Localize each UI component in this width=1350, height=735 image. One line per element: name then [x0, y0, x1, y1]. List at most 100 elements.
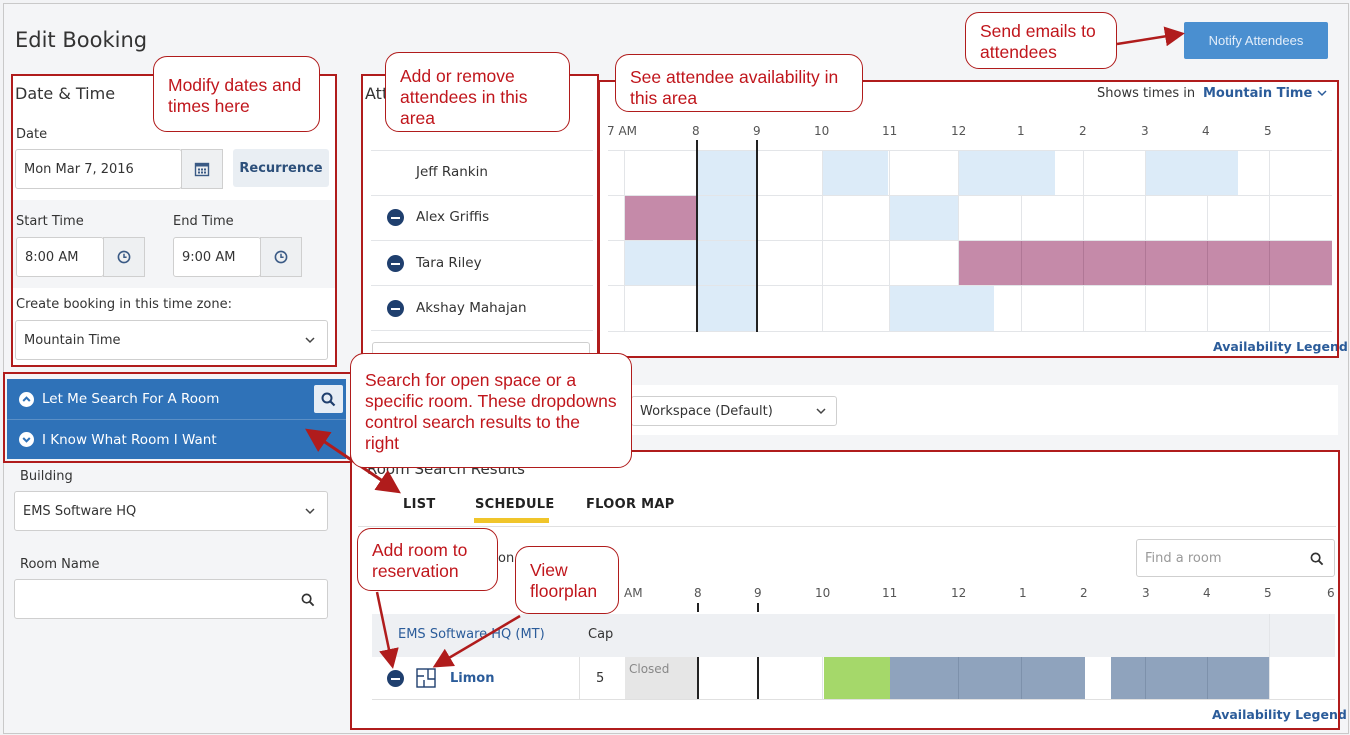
hour-label: 8	[694, 586, 702, 600]
room-search-button[interactable]	[314, 385, 343, 413]
availability-block	[890, 286, 994, 331]
hour-label: 3	[1141, 124, 1149, 138]
availability-legend-link[interactable]: Availability Legend	[1213, 339, 1348, 354]
tab-schedule[interactable]: SCHEDULE	[475, 497, 555, 512]
room-name-input[interactable]	[14, 579, 328, 619]
booked-block	[1111, 657, 1269, 699]
callout-add-room: Add room to reservation	[357, 528, 498, 591]
partial-label: on	[498, 551, 515, 566]
callout-send-emails: Send emails to attendees	[965, 12, 1117, 69]
available-block[interactable]	[824, 657, 890, 699]
date-label: Date	[16, 127, 48, 142]
add-room-button[interactable]	[387, 670, 404, 687]
grid-line	[608, 285, 1332, 286]
find-room-input[interactable]: Find a room	[1136, 539, 1335, 577]
busy-block	[625, 196, 696, 240]
floorplan-button[interactable]	[416, 668, 436, 692]
notify-attendees-button[interactable]: Notify Attendees	[1184, 22, 1328, 59]
availability-block	[625, 241, 696, 285]
grid-line	[1021, 657, 1022, 699]
calendar-button[interactable]	[181, 149, 223, 189]
attendee-divider	[371, 240, 593, 241]
hour-label: 4	[1203, 586, 1211, 600]
tab-floor-map[interactable]: FLOOR MAP	[586, 497, 675, 512]
attendee-name: Jeff Rankin	[416, 164, 488, 180]
end-time-input[interactable]: 9:00 AM	[173, 237, 261, 277]
attendee-name: Akshay Mahajan	[416, 300, 527, 316]
minus-circle-icon[interactable]	[387, 300, 404, 317]
callout-search-room: Search for open space or a specific room…	[350, 353, 632, 468]
calendar-icon	[194, 162, 210, 177]
hour-label: 7 AM	[607, 124, 638, 138]
page-title: Edit Booking	[15, 28, 148, 52]
selection-start-line	[697, 657, 699, 699]
hour-label: 2	[1079, 124, 1087, 138]
grid-line	[1207, 657, 1208, 699]
start-time-label: Start Time	[16, 214, 84, 229]
find-room-placeholder: Find a room	[1145, 550, 1222, 566]
attendee-name: Tara Riley	[416, 255, 482, 271]
room-name-link[interactable]: Limon	[450, 671, 495, 686]
availability-block	[697, 241, 756, 285]
hour-label: 11	[882, 124, 898, 138]
availability-block	[697, 196, 756, 240]
grid-line	[1207, 241, 1208, 285]
availability-block	[1146, 151, 1238, 195]
let-me-search-band[interactable]: Let Me Search For A Room	[7, 379, 346, 419]
selection-tick	[697, 603, 699, 612]
grid-line	[608, 195, 1332, 196]
callout-add-remove-attendees: Add or remove attendees in this area	[385, 52, 570, 132]
grid-line	[1145, 657, 1146, 699]
search-icon	[301, 593, 315, 607]
attendee-name: Alex Griffis	[416, 209, 490, 225]
chevron-down-icon	[816, 408, 826, 415]
hour-label: 1	[1017, 124, 1025, 138]
start-time-picker-button[interactable]	[103, 237, 145, 277]
grid-line	[608, 240, 1332, 241]
group-header-row	[372, 614, 1335, 657]
chevron-down-icon	[305, 508, 315, 515]
timezone-select[interactable]: Mountain Time	[15, 320, 328, 360]
grid-line	[1083, 241, 1084, 285]
selection-end-line[interactable]	[756, 140, 758, 332]
floorplan-icon	[416, 668, 436, 688]
date-input[interactable]: Mon Mar 7, 2016	[15, 149, 182, 189]
minus-circle-icon[interactable]	[387, 209, 404, 226]
row-divider	[372, 699, 1335, 700]
hour-label: 10	[814, 124, 830, 138]
tab-list[interactable]: LIST	[403, 497, 436, 512]
group-name-link[interactable]: EMS Software HQ (MT)	[398, 627, 545, 642]
hour-label: 9	[753, 124, 761, 138]
recurrence-button[interactable]: Recurrence	[233, 149, 329, 187]
timezone-dropdown-value: Mountain Time	[1203, 86, 1313, 101]
grid-line	[958, 657, 959, 699]
hour-label: 12	[951, 124, 967, 138]
closed-block	[625, 657, 697, 699]
availability-highlight	[598, 80, 1339, 358]
building-label: Building	[20, 469, 73, 484]
closed-label: Closed	[629, 662, 670, 676]
grid-line	[889, 150, 890, 332]
attendee-divider	[371, 195, 593, 196]
timezone-dropdown[interactable]: Mountain Time	[1203, 86, 1327, 101]
i-know-room-label: I Know What Room I Want	[42, 431, 217, 448]
hour-label: 9	[754, 586, 762, 600]
setup-type-select[interactable]: Workspace (Default)	[631, 396, 837, 426]
selection-start-line[interactable]	[696, 140, 698, 332]
hour-label: 5	[1264, 124, 1272, 138]
results-legend-link[interactable]: Availability Legend	[1212, 707, 1347, 722]
i-know-room-band[interactable]: I Know What Room I Want	[7, 420, 346, 459]
results-highlight	[350, 450, 1340, 730]
chevron-down-icon	[1317, 90, 1327, 97]
grid-line	[1021, 241, 1022, 285]
minus-circle-icon[interactable]	[387, 255, 404, 272]
end-time-picker-button[interactable]	[260, 237, 302, 277]
grid-line	[1269, 614, 1270, 699]
search-icon	[321, 392, 336, 406]
availability-block	[959, 151, 1055, 195]
grid-line	[608, 331, 1332, 332]
grid-line	[822, 150, 823, 332]
column-divider	[579, 657, 580, 699]
building-select[interactable]: EMS Software HQ	[14, 491, 328, 531]
availability-block	[890, 196, 958, 240]
